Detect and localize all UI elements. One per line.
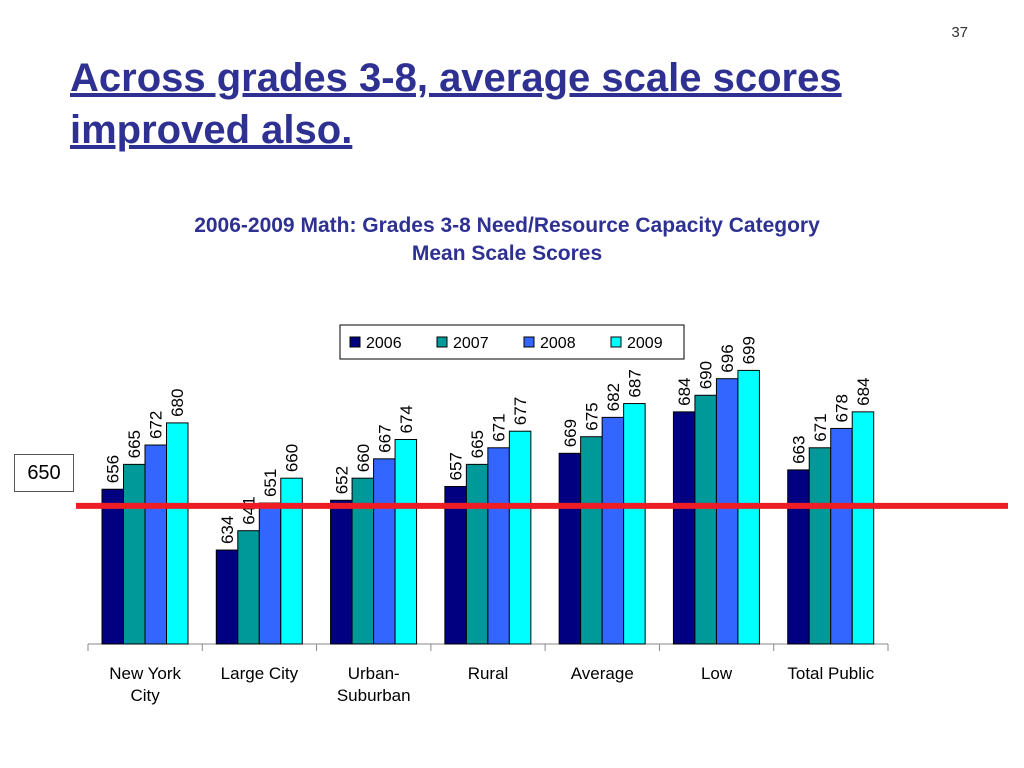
bar-2006-2: [330, 499, 353, 645]
bar-2009-2: [394, 438, 418, 645]
bar-2009-1: [280, 477, 303, 645]
bar-2009-0: [166, 422, 189, 645]
category-label: City: [131, 686, 161, 705]
reference-line-label: 650: [14, 454, 74, 492]
bar-2009-4: [623, 403, 646, 645]
chart-title: 2006-2009 Math: Grades 3-8 Need/Resource…: [0, 212, 1014, 269]
data-label: 677: [511, 397, 530, 425]
data-label: 674: [397, 405, 416, 433]
data-label: 671: [811, 413, 830, 441]
data-label: 651: [261, 469, 280, 497]
slide-title: Across grades 3-8, average scale scores …: [70, 56, 842, 152]
category-label: New York: [109, 664, 181, 683]
bar-2006-1: [215, 549, 239, 645]
data-label: 671: [490, 413, 509, 441]
data-label: 684: [854, 377, 873, 405]
bar-2006-6: [787, 469, 810, 645]
data-label: 675: [582, 402, 601, 430]
data-label: 665: [468, 430, 487, 458]
data-label: 660: [283, 444, 302, 472]
bar-2006-5: [672, 411, 696, 645]
legend-swatch-2006: [349, 336, 361, 348]
data-label: 669: [561, 419, 580, 447]
bar-2007-3: [465, 463, 489, 645]
data-label: 652: [332, 466, 351, 494]
data-label: 665: [125, 430, 144, 458]
bar-2009-3: [508, 430, 532, 645]
category-label: Average: [571, 664, 634, 683]
bar-2007-6: [808, 447, 832, 645]
data-label: 656: [104, 455, 123, 483]
data-label: 678: [832, 394, 851, 422]
bar-2007-5: [694, 394, 717, 645]
category-label: Low: [701, 664, 733, 683]
bar-2008-5: [715, 378, 739, 645]
legend-swatch-2008: [523, 336, 535, 348]
legend-label-2007: 2007: [453, 335, 489, 352]
bar-2008-6: [830, 427, 853, 645]
bar-2006-3: [444, 485, 467, 645]
data-label: 641: [240, 496, 259, 524]
legend-swatch-2007: [436, 336, 448, 348]
chart-title-line-2: Mean Scale Scores: [411, 242, 603, 266]
data-label: 660: [354, 444, 373, 472]
bar-2009-6: [851, 411, 875, 645]
chart-title-line-1: 2006-2009 Math: Grades 3-8 Need/Resource…: [194, 214, 820, 237]
slide-number: 37: [951, 24, 968, 41]
bar-2008-2: [373, 458, 396, 645]
bar-2008-4: [601, 416, 625, 645]
data-label: 667: [375, 424, 394, 452]
category-label: Large City: [221, 664, 299, 683]
bar-2007-1: [237, 530, 260, 645]
data-label: 699: [740, 336, 759, 364]
category-label: Total Public: [787, 664, 874, 683]
category-label: Urban-: [348, 664, 400, 683]
data-label: 634: [218, 516, 237, 544]
bar-2007-4: [580, 436, 603, 645]
legend-label-2009: 2009: [627, 335, 663, 352]
legend-swatch-2009: [610, 336, 622, 348]
bar-2008-3: [487, 447, 510, 645]
data-label: 684: [675, 377, 694, 405]
data-label: 672: [147, 411, 166, 439]
data-label: 682: [604, 383, 623, 411]
data-label: 680: [168, 389, 187, 417]
category-label: Suburban: [337, 686, 411, 705]
data-label: 690: [697, 361, 716, 389]
bar-2008-1: [258, 502, 282, 645]
bar-2006-0: [101, 488, 124, 645]
data-label: 657: [447, 452, 466, 480]
bar-2007-0: [123, 463, 146, 645]
legend: [339, 324, 685, 360]
legend-label-2006: 2006: [366, 335, 402, 352]
data-label: 687: [625, 369, 644, 397]
data-label: 663: [789, 436, 808, 464]
bar-2006-4: [558, 452, 582, 645]
category-label: Rural: [468, 664, 509, 683]
data-label: 696: [718, 344, 737, 372]
bar-2008-0: [144, 444, 167, 645]
legend-label-2008: 2008: [540, 335, 576, 352]
